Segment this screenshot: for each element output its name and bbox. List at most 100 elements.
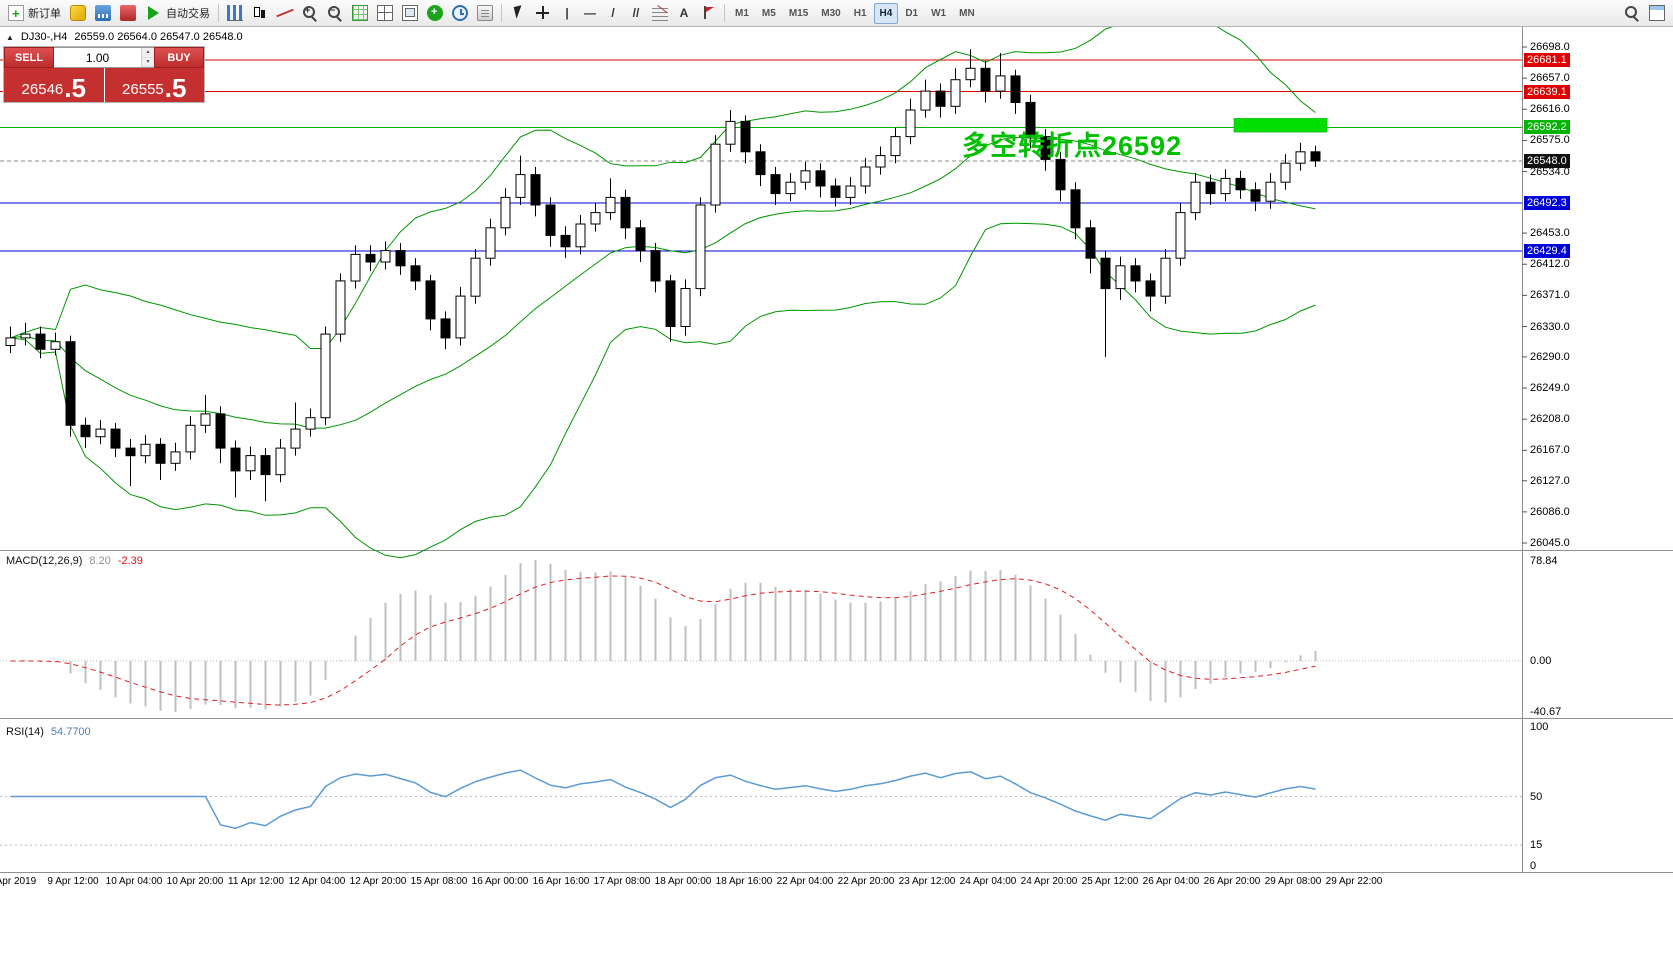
volume-step-down[interactable]: ▾ [142, 57, 154, 67]
price-scale-tick: 26127.0 [1530, 474, 1570, 487]
cursor-button[interactable] [506, 3, 530, 24]
volume-field: ▴ ▾ [54, 47, 154, 68]
fibonacci-button[interactable] [648, 3, 672, 24]
vertical-line-button[interactable]: | [556, 3, 578, 24]
timeframe-M5[interactable]: M5 [761, 7, 776, 19]
highlight-rectangle[interactable] [1233, 118, 1328, 133]
buy-price-pips: .5 [164, 73, 187, 103]
templates-button[interactable] [473, 3, 497, 24]
sell-price-display[interactable]: 26546.5 [4, 68, 104, 102]
time-label: 10 Apr 04:00 [105, 876, 163, 887]
price-scale-tick: 26208.0 [1530, 413, 1570, 426]
macd-histogram [24, 560, 1317, 712]
price-level-badge: 26492.3 [1524, 196, 1570, 211]
volume-input[interactable] [54, 48, 141, 67]
autotrading-icon [148, 6, 159, 20]
autotrading-button[interactable]: 自动交易 [141, 3, 214, 24]
sell-button[interactable]: SELL [4, 47, 54, 68]
buy-price-display[interactable]: 26555.5 [103, 68, 204, 103]
bollinger-bands [10, 10, 1316, 559]
search-button[interactable] [1620, 3, 1644, 24]
oneclick-prices-row: 26546.5 26555.5 [4, 68, 204, 102]
price-scale-tick: 26045.0 [1530, 537, 1570, 549]
timeframe-M15[interactable]: M15 [788, 7, 809, 19]
horizontal-line-button[interactable]: — [579, 3, 601, 24]
rsi-name: RSI(14) [6, 726, 44, 738]
data-window-icon [120, 5, 136, 21]
price-scale[interactable]: 26698.0 26657.0 26616.0 26575.0 26534.0 26453… [1523, 27, 1673, 890]
price-scale-tick: 26167.0 [1530, 444, 1570, 457]
price-scale-tick: 26249.0 [1530, 382, 1570, 395]
time-label: 11 Apr 12:00 [228, 876, 284, 887]
crosshair-button[interactable] [531, 3, 555, 24]
text-button[interactable]: A [673, 3, 695, 24]
toolbar-separator [218, 4, 219, 22]
price-scale-tick: 26698.0 [1530, 41, 1570, 53]
grid-icon [352, 5, 368, 21]
timeframe-H1[interactable]: H1 [853, 7, 867, 19]
autotrading-label: 自动交易 [166, 8, 210, 20]
expert-advisors-button[interactable] [66, 3, 90, 24]
bar-chart-icon [227, 5, 243, 21]
price-level-badge: 26592.2 [1524, 120, 1570, 135]
zoom-out-icon: − [327, 5, 343, 21]
timeframe-M30[interactable]: M30 [821, 7, 841, 19]
time-label: 16 Apr 00:00 [471, 876, 529, 887]
candlesticks-button[interactable] [248, 3, 272, 24]
data-window-button[interactable] [116, 3, 140, 24]
zoom-out-button[interactable]: − [323, 3, 347, 24]
grid-button[interactable] [348, 3, 372, 24]
timeframe-D1[interactable]: D1 [905, 7, 919, 19]
zoom-in-icon: + [302, 5, 318, 21]
macd-signal-value: -2.39 [117, 555, 143, 567]
new-order-button[interactable]: 新订单 [4, 3, 65, 24]
timeframe-MN[interactable]: MN [959, 7, 975, 19]
time-label: 24 Apr 04:00 [959, 876, 1017, 887]
price-level-badge: 26429.4 [1524, 244, 1570, 259]
timeframe-M1[interactable]: M1 [735, 7, 749, 19]
symbol-period-label: DJ30-,H4 [20, 31, 68, 43]
arrows-button[interactable] [696, 3, 720, 24]
zoom-in-sub-glyph: + [305, 5, 311, 15]
macd-scale-label: 0.00 [1530, 655, 1552, 667]
periods-button[interactable] [448, 3, 472, 24]
line-chart-icon [277, 5, 293, 21]
timeframe-H4[interactable]: H4 [873, 2, 899, 24]
equidistant-channel-button[interactable]: // [625, 3, 647, 24]
time-label: 29 Apr 08:00 [1264, 876, 1322, 887]
volume-step-up[interactable]: ▴ [142, 48, 154, 58]
buy-price-main: 26555 [122, 81, 164, 98]
trendline-button[interactable]: / [602, 3, 624, 24]
vertical-line-icon: | [565, 6, 569, 20]
zoom-out-sub-glyph: − [330, 5, 336, 15]
indicators-button[interactable] [423, 3, 447, 24]
price-level-badge: 26681.1 [1524, 52, 1570, 67]
oneclick-collapse-icon[interactable]: ▲ [6, 32, 14, 42]
time-label: 22 Apr 20:00 [837, 876, 895, 887]
chart-profile-button[interactable] [1645, 3, 1669, 24]
price-level-badge: 26639.1 [1524, 84, 1570, 99]
chart-annotation-text[interactable]: 多空转折点26592 [962, 131, 1183, 161]
macd-scale-label: -40.67 [1530, 706, 1562, 718]
price-level-badge: 26548.0 [1524, 153, 1570, 168]
time-label: 18 Apr 00:00 [654, 876, 712, 887]
cascade-windows-button[interactable] [398, 3, 422, 24]
price-scale-tick: 26453.0 [1530, 227, 1570, 240]
price-scale-tick: 26657.0 [1530, 72, 1570, 85]
zoom-in-button[interactable]: + [298, 3, 322, 24]
market-watch-button[interactable] [91, 3, 115, 24]
price-scale-tick: 26575.0 [1530, 134, 1570, 147]
bar-chart-button[interactable] [223, 3, 247, 24]
time-label: 25 Apr 12:00 [1081, 876, 1139, 887]
tile-windows-button[interactable] [373, 3, 397, 24]
timeframe-W1[interactable]: W1 [931, 7, 947, 19]
line-chart-button[interactable] [273, 3, 297, 24]
chart-profile-icon [1649, 5, 1665, 21]
tile-windows-icon [377, 5, 393, 21]
buy-button[interactable]: BUY [154, 47, 204, 68]
time-label: 10 Apr 20:00 [166, 876, 224, 887]
rsi-scale-label: 50 [1530, 790, 1543, 803]
cursor-icon [510, 5, 526, 21]
